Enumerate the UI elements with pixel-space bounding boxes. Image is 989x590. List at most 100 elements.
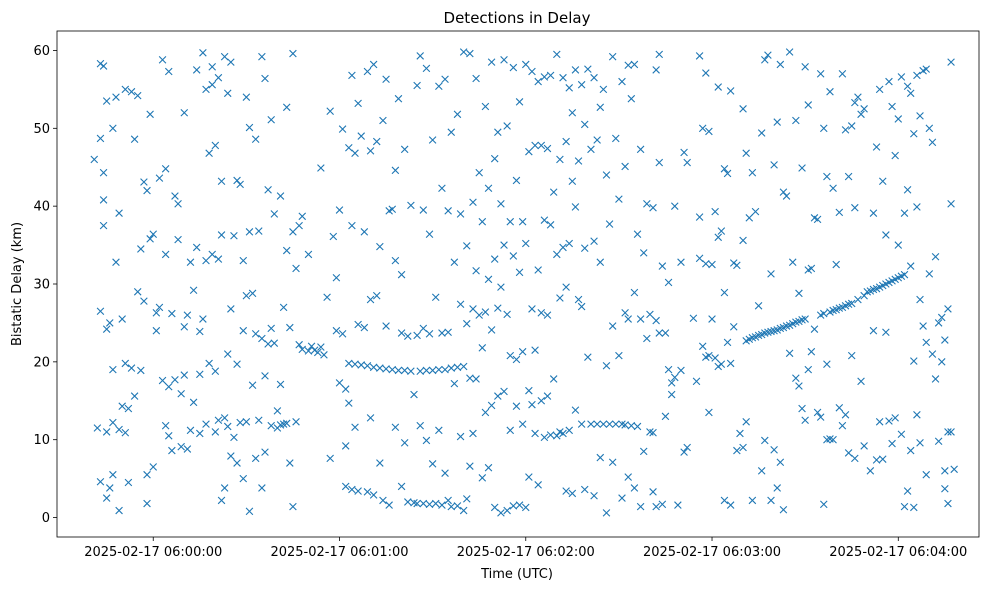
data-point-marker	[351, 149, 359, 158]
data-point-marker	[276, 380, 285, 389]
data-point-marker	[655, 329, 664, 337]
data-point-marker	[556, 155, 564, 164]
x-tick-label: 2025-02-17 06:01:00	[270, 545, 408, 560]
data-point-marker	[447, 128, 456, 136]
data-point-marker	[251, 330, 260, 338]
data-point-marker	[143, 470, 151, 479]
data-point-marker	[937, 313, 946, 322]
data-point-marker	[351, 423, 359, 432]
data-point-marker	[99, 168, 108, 177]
data-point-marker	[124, 404, 133, 413]
data-point-marker	[124, 478, 133, 487]
data-point-marker	[369, 491, 378, 499]
data-point-marker	[490, 154, 499, 163]
data-point-marker	[366, 414, 375, 422]
data-point-marker	[776, 60, 785, 69]
data-point-marker	[841, 126, 850, 134]
data-point-marker	[171, 192, 179, 200]
data-point-marker	[599, 420, 608, 428]
data-point-marker	[469, 305, 477, 313]
data-point-marker	[816, 70, 825, 78]
data-point-marker	[208, 63, 217, 71]
data-point-marker	[937, 358, 946, 366]
data-point-marker	[618, 77, 626, 86]
data-point-marker	[705, 127, 713, 136]
data-point-marker	[96, 134, 105, 143]
data-point-marker	[453, 110, 462, 119]
data-point-marker	[615, 351, 623, 360]
data-point-marker	[102, 428, 111, 436]
data-point-marker	[723, 338, 732, 347]
data-point-marker	[497, 200, 505, 208]
data-point-marker	[562, 283, 570, 291]
data-point-marker	[475, 311, 483, 319]
data-point-marker	[534, 266, 542, 274]
data-point-marker	[348, 221, 356, 230]
data-point-marker	[565, 239, 574, 248]
data-point-marker	[838, 70, 847, 78]
data-point-marker	[525, 473, 533, 481]
data-point-marker	[857, 377, 865, 386]
data-point-marker	[453, 363, 462, 372]
data-point-marker	[599, 85, 608, 94]
data-point-marker	[99, 221, 108, 230]
data-point-marker	[624, 61, 632, 70]
data-point-marker	[251, 135, 260, 143]
data-point-marker	[416, 421, 425, 430]
data-point-marker	[236, 418, 244, 427]
data-point-marker	[885, 417, 893, 425]
data-point-marker	[264, 186, 272, 194]
data-point-marker	[922, 65, 931, 73]
data-point-marker	[714, 83, 723, 91]
data-point-marker	[298, 212, 307, 221]
data-point-marker	[941, 484, 949, 493]
data-point-marker	[941, 336, 949, 344]
data-point-marker	[258, 52, 266, 61]
data-point-marker	[292, 417, 300, 426]
data-point-marker	[869, 326, 878, 335]
data-point-marker	[624, 315, 632, 323]
data-point-marker	[835, 208, 844, 217]
plot-area	[56, 30, 980, 538]
data-point-marker	[158, 376, 167, 385]
data-point-marker	[819, 500, 828, 509]
data-point-marker	[770, 161, 778, 169]
data-point-marker	[580, 485, 589, 494]
data-point-marker	[227, 58, 235, 66]
data-point-marker	[854, 93, 862, 101]
data-point-marker	[208, 80, 217, 89]
data-point-marker	[587, 420, 595, 428]
data-point-marker	[739, 236, 747, 245]
data-point-marker	[720, 496, 729, 505]
data-point-marker	[354, 99, 362, 108]
data-point-marker	[543, 311, 552, 319]
data-point-marker	[497, 509, 505, 517]
data-point-marker	[776, 458, 785, 467]
data-point-marker	[369, 363, 378, 372]
data-point-marker	[338, 330, 347, 338]
data-point-marker	[481, 102, 490, 111]
data-point-marker	[509, 63, 518, 72]
data-point-marker	[860, 291, 868, 300]
data-point-marker	[416, 52, 425, 60]
data-point-marker	[388, 365, 397, 374]
data-point-marker	[137, 366, 145, 375]
data-point-marker	[869, 209, 878, 217]
data-point-marker	[795, 289, 803, 298]
data-point-marker	[161, 421, 170, 430]
data-point-marker	[832, 260, 840, 269]
data-point-marker	[652, 316, 660, 325]
data-point-marker	[823, 360, 831, 368]
data-point-marker	[695, 254, 704, 263]
data-point-marker	[304, 347, 313, 355]
data-point-marker	[155, 174, 164, 182]
data-point-marker	[180, 371, 189, 379]
data-point-marker	[366, 147, 375, 155]
data-point-marker	[531, 429, 539, 438]
data-point-marker	[332, 273, 341, 282]
data-point-marker	[875, 417, 884, 426]
data-point-marker	[559, 243, 567, 252]
data-point-marker	[568, 108, 577, 117]
data-point-marker	[695, 213, 704, 221]
data-point-marker	[748, 496, 757, 505]
